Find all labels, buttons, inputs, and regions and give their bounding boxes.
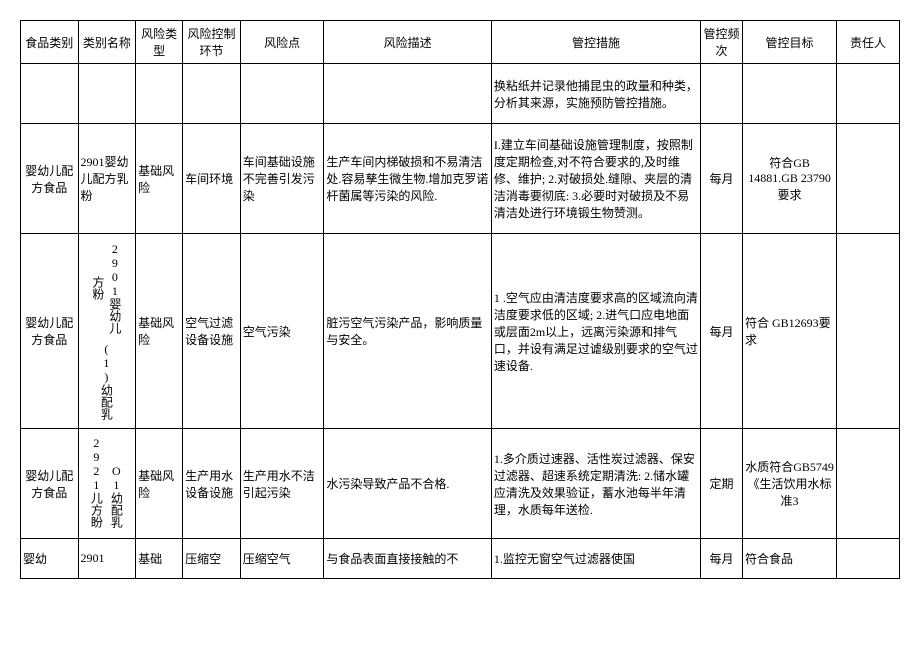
cell-text: 2901婴幼儿方粉 [90,238,124,338]
cell: 空气污染 [240,234,324,429]
cell [701,64,743,124]
cell: 生产车间内梯破损和不易清洁处.容易孳生微生物.增加克罗诺杆菌属等污染的风险. [324,124,491,234]
cell [21,64,79,124]
col-category-name: 类别名称 [78,21,136,64]
cell [837,64,900,124]
cell: 车间环境 [183,124,241,234]
cell: 2901 [78,539,136,579]
cell: 压缩空气 [240,539,324,579]
cell: 2901婴幼儿配方乳粉 [78,124,136,234]
table-row: 婴幼儿配方食品 2901婴幼儿配方乳粉 基础风险 车间环境 车间基础设施不完善引… [21,124,900,234]
cell-text: 2921儿方盼 [88,436,105,528]
cell: 2921儿方盼 O1幼配乳 [78,429,136,539]
cell: 水污染导致产品不合格. [324,429,491,539]
cell [240,64,324,124]
cell: 每月 [701,124,743,234]
cell: 符合GB 14881.GB 23790要求 [742,124,836,234]
cell [324,64,491,124]
cell [78,64,136,124]
col-risk-control-link: 风险控制环节 [183,21,241,64]
cell: 生产用水设备设施 [183,429,241,539]
cell: 每月 [701,539,743,579]
cell: 脏污空气污染产品，影响质量与安全。 [324,234,491,429]
cell: 1.多介质过速器、活性炭过滤器、保安过滤器、超速系统定期清洗: 2.储水罐应清洗… [491,429,700,539]
cell: 1 .空气应由清洁度要求高的区域流向清洁度要求低的区域; 2.进气口应电地面或层… [491,234,700,429]
cell [837,429,900,539]
col-risk-type: 风险类型 [136,21,183,64]
cell: 定期 [701,429,743,539]
cell: 基础风险 [136,124,183,234]
col-food-category: 食品类别 [21,21,79,64]
cell: 车间基础设施不完善引发污染 [240,124,324,234]
col-control-frequency: 管控频次 [701,21,743,64]
cell: 压缩空 [183,539,241,579]
cell: 与食品表面直接接触的不 [324,539,491,579]
cell: 婴幼儿配方食品 [21,429,79,539]
cell: 基础 [136,539,183,579]
cell [183,64,241,124]
cell: 符合食品 [742,539,836,579]
cell: I.建立车间基础设施管理制度，按照制度定期检查,对不符合要求的,及时维修、维护;… [491,124,700,234]
table-row: 婴幼儿配方食品 2901婴幼儿方粉 (1)幼配乳 基础风险 空气过滤设备设施 空… [21,234,900,429]
cell: 每月 [701,234,743,429]
cell [136,64,183,124]
col-risk-description: 风险描述 [324,21,491,64]
cell-text: (1)幼配乳 [98,342,115,420]
cell [742,64,836,124]
col-control-target: 管控目标 [742,21,836,64]
cell: 基础风险 [136,429,183,539]
cell: 婴幼儿配方食品 [21,234,79,429]
cell [837,234,900,429]
cell-text: O1幼配乳 [108,464,125,528]
col-control-measures: 管控措施 [491,21,700,64]
table-row: 换粘纸并记录他捕昆虫的政量和种类，分析其来源，实施预防管控措施。 [21,64,900,124]
cell: 1.监控无窗空气过滤器使国 [491,539,700,579]
cell: 婴幼 [21,539,79,579]
cell: 符合 GB12693要求 [742,234,836,429]
risk-table: 食品类别 类别名称 风险类型 风险控制环节 风险点 风险描述 管控措施 管控频次… [20,20,900,579]
cell: 2901婴幼儿方粉 (1)幼配乳 [78,234,136,429]
cell: 婴幼儿配方食品 [21,124,79,234]
cell [837,124,900,234]
cell: 空气过滤设备设施 [183,234,241,429]
cell: 生产用水不洁引起污染 [240,429,324,539]
col-risk-point: 风险点 [240,21,324,64]
col-responsible: 责任人 [837,21,900,64]
table-row: 婴幼儿配方食品 2921儿方盼 O1幼配乳 基础风险 生产用水设备设施 生产用水… [21,429,900,539]
cell: 水质符合GB5749《生活饮用水标准3 [742,429,836,539]
cell: 换粘纸并记录他捕昆虫的政量和种类，分析其来源，实施预防管控措施。 [491,64,700,124]
header-row: 食品类别 类别名称 风险类型 风险控制环节 风险点 风险描述 管控措施 管控频次… [21,21,900,64]
cell: 基础风险 [136,234,183,429]
table-row: 婴幼 2901 基础 压缩空 压缩空气 与食品表面直接接触的不 1.监控无窗空气… [21,539,900,579]
cell [837,539,900,579]
